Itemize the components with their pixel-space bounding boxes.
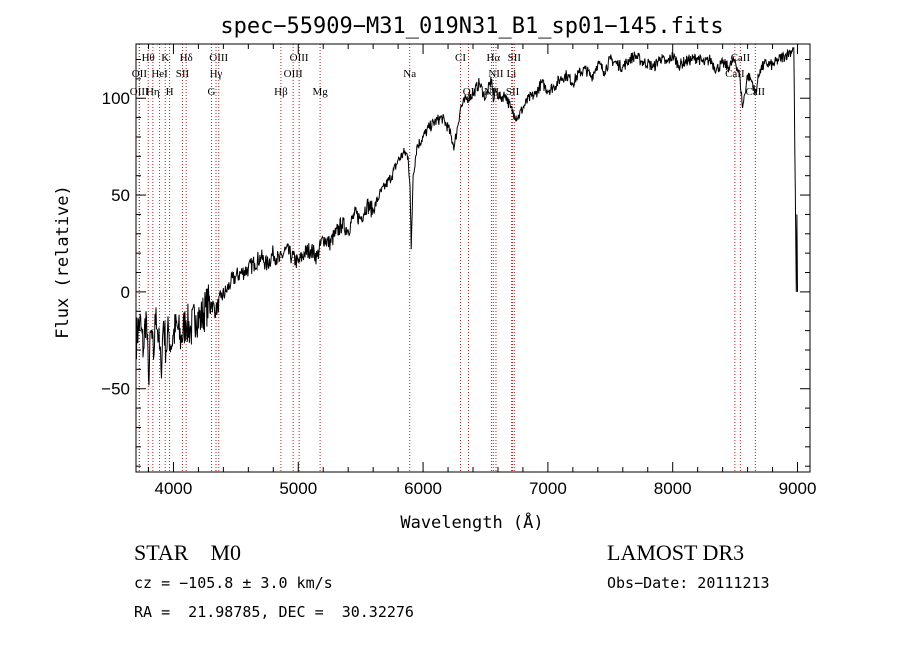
- spectral-line-label: SII: [508, 52, 522, 64]
- spectral-line-label: Hη: [146, 86, 160, 98]
- spectral-line-label: Hβ: [274, 86, 288, 98]
- x-tick-label: 9000: [779, 479, 817, 498]
- object-class: STAR M0: [134, 540, 242, 565]
- spectral-line-label: SII: [506, 86, 520, 98]
- spectral-line-label: G: [208, 86, 216, 98]
- x-tick-label: 8000: [654, 479, 692, 498]
- spectral-line-label: Mg: [312, 86, 328, 98]
- spectral-line-label: OIII: [290, 52, 309, 64]
- spectral-line-label: OI: [463, 86, 475, 98]
- redshift-velocity: cz = −105.8 ± 3.0 km/s: [134, 574, 333, 592]
- y-tick-label: 0: [121, 283, 130, 302]
- series-layer: [135, 47, 798, 386]
- plot-frame: [135, 43, 811, 473]
- y-tick-label: −50: [101, 380, 130, 399]
- chart-title: spec−55909−M31_019N31_B1_sp01−145.fits: [220, 14, 723, 39]
- spectral-line-label: Hδ: [180, 52, 193, 64]
- spectral-line-label: OIII: [284, 68, 303, 80]
- axis-ticks: 4000 5000 6000 7000 8000 9000 −50 0 50 100: [101, 44, 816, 498]
- spectral-line-label: K: [161, 52, 169, 64]
- spectral-line-label: Li: [507, 68, 517, 80]
- x-tick-label: 6000: [404, 479, 442, 498]
- spectral-line-label: OIII: [209, 52, 228, 64]
- spectral-line-label: SII: [176, 68, 190, 80]
- observation-date: Obs−Date: 20111213: [607, 574, 770, 592]
- coordinates: RA = 21.98785, DEC = 30.32276: [134, 603, 414, 621]
- x-tick-label: 7000: [529, 479, 567, 498]
- spectral-line-label: Hθ: [142, 52, 155, 64]
- spectral-line-label: OIII: [130, 86, 149, 98]
- x-tick-label: 5000: [279, 479, 317, 498]
- spectrum-line: [135, 47, 798, 386]
- x-tick-label: 4000: [155, 479, 193, 498]
- spectral-line-label: CI: [455, 52, 466, 64]
- spectral-line-label: Na: [403, 68, 416, 80]
- spectral-line-label: HeI: [151, 68, 168, 80]
- spectral-line-label: NII: [488, 68, 504, 80]
- y-tick-label: 100: [102, 89, 130, 108]
- spectral-line-label: Hα: [486, 52, 500, 64]
- x-axis-label: Wavelength (Å): [400, 511, 543, 533]
- spectral-line-label: H: [166, 86, 174, 98]
- survey-name: LAMOST DR3: [607, 540, 745, 565]
- y-tick-label: 50: [111, 186, 130, 205]
- y-axis-label: Flux (relative): [53, 185, 73, 339]
- spectral-line-label: Hγ: [210, 68, 223, 80]
